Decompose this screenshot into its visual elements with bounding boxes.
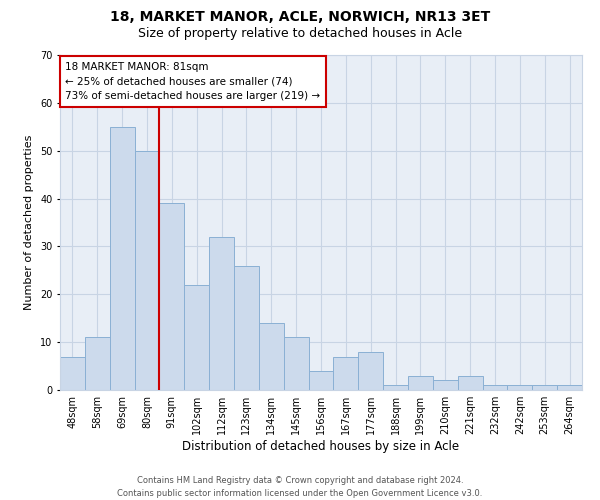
Bar: [557, 385, 582, 390]
Bar: [110, 127, 134, 390]
Y-axis label: Number of detached properties: Number of detached properties: [25, 135, 34, 310]
Bar: [532, 385, 557, 390]
Bar: [458, 376, 482, 390]
Bar: [383, 385, 408, 390]
Bar: [160, 204, 184, 390]
Bar: [508, 385, 532, 390]
Text: 18, MARKET MANOR, ACLE, NORWICH, NR13 3ET: 18, MARKET MANOR, ACLE, NORWICH, NR13 3E…: [110, 10, 490, 24]
Bar: [60, 356, 85, 390]
Bar: [209, 237, 234, 390]
Bar: [358, 352, 383, 390]
Bar: [408, 376, 433, 390]
Bar: [259, 323, 284, 390]
Bar: [134, 150, 160, 390]
Bar: [234, 266, 259, 390]
Bar: [85, 338, 110, 390]
Bar: [433, 380, 458, 390]
Bar: [308, 371, 334, 390]
Bar: [334, 356, 358, 390]
Text: Size of property relative to detached houses in Acle: Size of property relative to detached ho…: [138, 28, 462, 40]
X-axis label: Distribution of detached houses by size in Acle: Distribution of detached houses by size …: [182, 440, 460, 453]
Bar: [482, 385, 508, 390]
Text: 18 MARKET MANOR: 81sqm
← 25% of detached houses are smaller (74)
73% of semi-det: 18 MARKET MANOR: 81sqm ← 25% of detached…: [65, 62, 320, 102]
Bar: [284, 338, 308, 390]
Bar: [184, 284, 209, 390]
Text: Contains HM Land Registry data © Crown copyright and database right 2024.
Contai: Contains HM Land Registry data © Crown c…: [118, 476, 482, 498]
